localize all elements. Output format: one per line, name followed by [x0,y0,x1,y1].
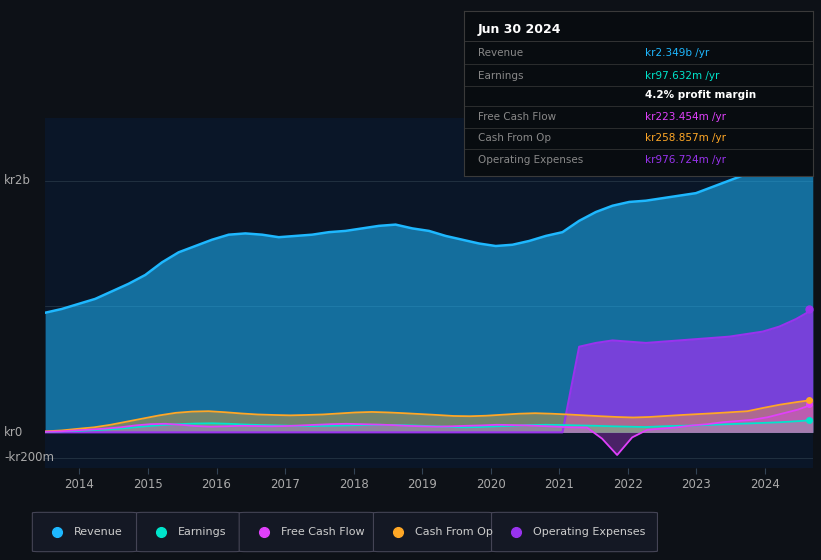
Text: Cash From Op: Cash From Op [478,133,551,143]
Text: -kr200m: -kr200m [4,451,54,464]
Text: kr258.857m /yr: kr258.857m /yr [645,133,727,143]
Text: Earnings: Earnings [478,71,523,81]
Text: kr976.724m /yr: kr976.724m /yr [645,155,727,165]
Text: Jun 30 2024: Jun 30 2024 [478,23,562,36]
FancyBboxPatch shape [136,512,241,552]
Text: kr223.454m /yr: kr223.454m /yr [645,112,727,122]
FancyBboxPatch shape [374,512,493,552]
Text: kr2.349b /yr: kr2.349b /yr [645,48,709,58]
Text: Revenue: Revenue [478,48,523,58]
Text: Revenue: Revenue [74,527,123,537]
FancyBboxPatch shape [32,512,136,552]
FancyBboxPatch shape [492,512,658,552]
Text: Free Cash Flow: Free Cash Flow [281,527,365,537]
Text: kr2b: kr2b [4,174,31,187]
Text: Earnings: Earnings [178,527,227,537]
Text: kr0: kr0 [4,426,23,439]
Text: Operating Expenses: Operating Expenses [533,527,645,537]
Text: kr97.632m /yr: kr97.632m /yr [645,71,720,81]
Text: Operating Expenses: Operating Expenses [478,155,583,165]
FancyBboxPatch shape [239,512,374,552]
Text: 4.2% profit margin: 4.2% profit margin [645,91,756,100]
Text: Cash From Op: Cash From Op [415,527,493,537]
Text: Free Cash Flow: Free Cash Flow [478,112,556,122]
